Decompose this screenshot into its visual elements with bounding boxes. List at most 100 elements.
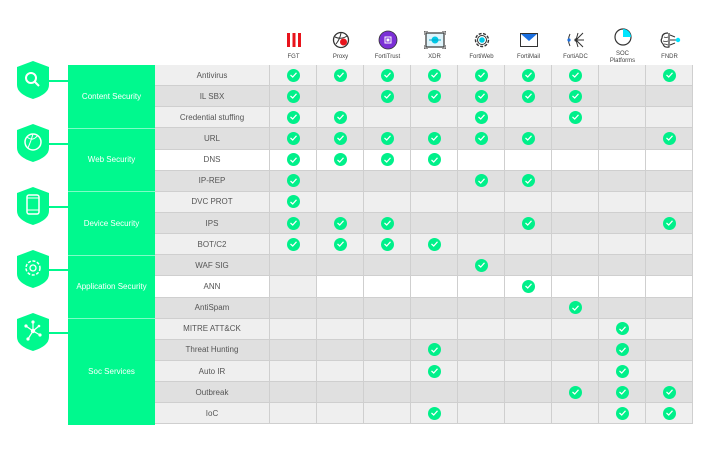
matrix-cell (646, 255, 693, 276)
matrix-cell (270, 276, 317, 297)
table-row: IL SBX (155, 86, 693, 108)
check-icon (521, 89, 535, 103)
row-label: Auto IR (155, 360, 270, 382)
row-label: Antivirus (155, 65, 270, 86)
group-web-security: Web Security (68, 128, 155, 192)
matrix-cell (646, 191, 693, 212)
matrix-cell (317, 318, 364, 339)
matrix-cell (599, 107, 646, 128)
matrix-cell (317, 86, 364, 107)
table-row: Threat Hunting (155, 339, 693, 361)
matrix-cell (364, 403, 411, 424)
matrix-cell (364, 234, 411, 255)
table-row: AntiSpam (155, 297, 693, 319)
check-icon (427, 153, 441, 167)
matrix-cell (364, 149, 411, 170)
matrix-cell (458, 339, 505, 360)
table-row: BOT/C2 (155, 234, 693, 256)
matrix-cell (646, 65, 693, 86)
matrix-cell (552, 255, 599, 276)
matrix-cell (646, 339, 693, 360)
matrix-cell (317, 360, 364, 382)
product-label: FortiMail (516, 54, 540, 60)
product-col-fndr: FNDR (646, 20, 693, 65)
matrix-cell (552, 403, 599, 424)
matrix-cell (646, 382, 693, 403)
check-icon (662, 216, 676, 230)
check-icon (521, 68, 535, 82)
matrix-cell (458, 212, 505, 234)
matrix-cell (458, 65, 505, 86)
matrix-cell (317, 128, 364, 149)
matrix-cell (505, 212, 552, 234)
row-label: BOT/C2 (155, 234, 270, 255)
check-icon (615, 322, 629, 336)
matrix-cell (270, 170, 317, 191)
matrix-cell (552, 276, 599, 297)
check-icon (521, 279, 535, 293)
matrix-cell (505, 65, 552, 86)
matrix-cell (505, 86, 552, 107)
matrix-cell (270, 360, 317, 382)
matrix-cell (317, 107, 364, 128)
matrix-cell (646, 86, 693, 107)
matrix-cell (270, 255, 317, 276)
matrix-cell (599, 128, 646, 149)
matrix-cell (646, 107, 693, 128)
matrix-cell (505, 107, 552, 128)
check-icon (474, 89, 488, 103)
matrix-cell (505, 170, 552, 191)
matrix-cell (552, 149, 599, 170)
globe-icon (17, 124, 49, 162)
check-icon (380, 68, 394, 82)
matrix-cell (270, 107, 317, 128)
check-icon (662, 385, 676, 399)
matrix-cell (364, 318, 411, 339)
soc-pie-icon (612, 26, 634, 48)
xdr-monitor-icon (423, 29, 446, 51)
matrix-cell (411, 212, 458, 234)
matrix-cell (317, 149, 364, 170)
row-label: Threat Hunting (155, 339, 270, 360)
matrix-cell (317, 170, 364, 191)
matrix-cell (458, 128, 505, 149)
check-icon (380, 131, 394, 145)
matrix-cell (599, 276, 646, 297)
matrix-cell (646, 170, 693, 191)
check-icon (615, 385, 629, 399)
matrix-cell (599, 382, 646, 403)
matrix-cell (364, 65, 411, 86)
matrix-cell (317, 212, 364, 234)
table-row: IPS (155, 212, 693, 235)
matrix-cell (552, 318, 599, 339)
matrix-cell (599, 191, 646, 212)
check-icon (474, 174, 488, 188)
matrix-cell (270, 212, 317, 234)
matrix-cell (364, 212, 411, 234)
row-label: IPS (155, 212, 270, 234)
matrix-cell (411, 86, 458, 107)
matrix-cell (458, 382, 505, 403)
matrix-cell (317, 234, 364, 255)
product-col-fortiweb: FortiWeb (458, 20, 505, 65)
check-icon (521, 131, 535, 145)
matrix-cell (599, 212, 646, 234)
product-col-xdr: XDR (411, 20, 458, 65)
matrix-cell (458, 276, 505, 297)
check-icon (333, 131, 347, 145)
check-icon (662, 68, 676, 82)
matrix-cell (270, 234, 317, 255)
row-label: DVC PROT (155, 191, 270, 212)
row-label: MITRE ATT&CK (155, 318, 270, 339)
check-icon (662, 406, 676, 420)
matrix-cell (505, 339, 552, 360)
table-row: WAF SIG (155, 255, 693, 277)
table-row: Auto IR (155, 360, 693, 383)
matrix-cell (411, 339, 458, 360)
check-icon (615, 406, 629, 420)
check-icon (662, 131, 676, 145)
matrix-cell (411, 170, 458, 191)
matrix-cell (552, 212, 599, 234)
fortiweb-gear-icon (471, 29, 493, 51)
matrix-cell (599, 149, 646, 170)
